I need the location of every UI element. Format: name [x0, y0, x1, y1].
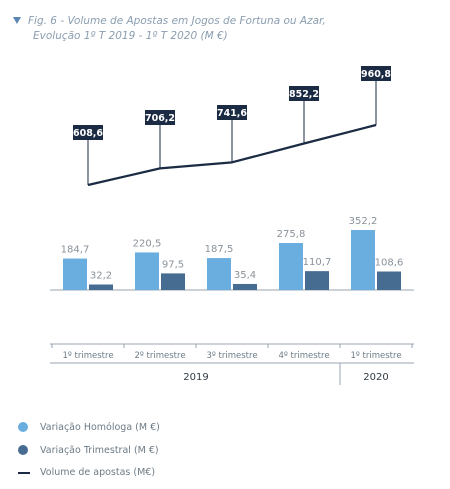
volume-label-box	[289, 86, 319, 101]
bar-label-homologa: 352,2	[349, 216, 378, 227]
bar-homologa	[135, 252, 159, 290]
bar-homologa	[207, 258, 231, 290]
legend-label-trimestral: Variação Trimestral (M €)	[40, 445, 159, 456]
legend-item-trimestral: Variação Trimestral (M €)	[18, 445, 318, 461]
legend-label-homologa: Variação Homóloga (M €)	[40, 422, 160, 433]
bar-label-homologa: 184,7	[61, 245, 90, 256]
bar-homologa	[279, 243, 303, 290]
volume-label: 608,6	[73, 128, 103, 139]
volume-label: 852,2	[289, 89, 319, 100]
volume-label: 706,2	[145, 113, 175, 124]
bar-trimestral	[233, 283, 257, 290]
volume-label-box	[73, 125, 103, 140]
bar-label-homologa: 187,5	[205, 244, 234, 255]
bar-label-trimestral: 97,5	[162, 259, 184, 270]
volume-label-box	[217, 105, 247, 120]
bar-label-trimestral: 35,4	[234, 270, 256, 281]
year-label: 2019	[183, 372, 208, 383]
category-tick-label: 4º trimestre	[278, 351, 329, 361]
bar-label-trimestral: 110,7	[303, 257, 332, 268]
bar-label-trimestral: 32,2	[90, 271, 112, 282]
volume-label: 741,6	[217, 108, 247, 119]
bar-trimestral	[89, 284, 113, 290]
legend-item-volume: Volume de apostas (M€)	[18, 467, 318, 483]
bar-label-homologa: 220,5	[133, 238, 162, 249]
bar-label-homologa: 275,8	[277, 229, 306, 240]
category-tick-label: 3º trimestre	[206, 351, 257, 361]
figure-caption: Fig. 6 - Volume de Apostas em Jogos de F…	[13, 14, 434, 44]
category-tick-label: 2º trimestre	[134, 351, 185, 361]
legend-swatch-homologa	[18, 422, 28, 432]
bar-trimestral	[377, 271, 401, 290]
legend-item-homologa: Variação Homóloga (M €)	[18, 422, 318, 438]
bar-trimestral	[161, 273, 185, 290]
chart-subtitle: Evolução 1º T 2019 - 1º T 2020 (M €)	[33, 30, 228, 42]
bar-homologa	[351, 230, 375, 290]
legend-swatch-trimestral	[18, 445, 28, 455]
bar-homologa	[63, 258, 87, 290]
year-label: 2020	[363, 372, 388, 383]
volume-label: 960,8	[361, 69, 391, 80]
category-tick-label: 1º trimestre	[350, 351, 401, 361]
category-tick-label: 1º trimestre	[62, 351, 113, 361]
legend-swatch-volume	[18, 472, 30, 474]
volume-label-box	[361, 66, 391, 81]
caption-triangle-icon	[13, 17, 21, 24]
volume-label-box	[145, 110, 175, 125]
bar-label-trimestral: 108,6	[375, 257, 404, 268]
legend-label-volume: Volume de apostas (M€)	[40, 467, 156, 478]
chart-title: Fig. 6 - Volume de Apostas em Jogos de F…	[28, 15, 326, 27]
bar-trimestral	[305, 271, 329, 290]
